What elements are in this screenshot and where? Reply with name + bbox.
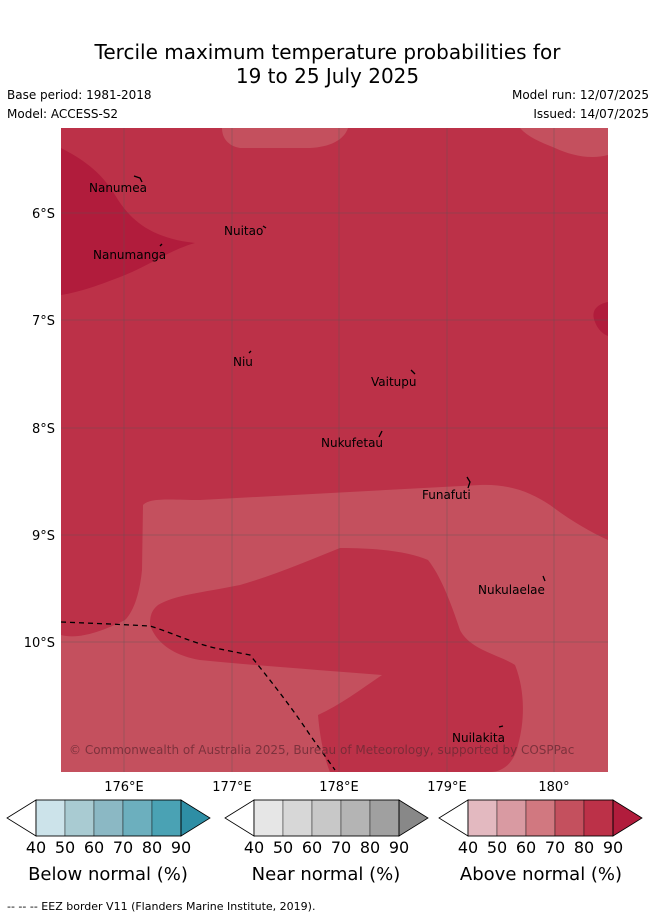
above-colorbar-segment (467, 799, 498, 837)
near-colorbar-frame (253, 799, 400, 837)
island-nuilakita (498, 725, 504, 728)
island-nukulaelae (542, 575, 546, 582)
place-label-nuilakita: Nuilakita (452, 731, 505, 745)
lat-label-8s: 8°S (32, 422, 55, 437)
near-colorbar-segment (311, 799, 342, 837)
place-label-nukulaelae: Nukulaelae (478, 583, 545, 597)
below-colorbar-tick-label: 40 (26, 838, 46, 857)
island-niu (248, 350, 252, 354)
model-name: Model: ACCESS-S2 (7, 107, 119, 121)
near-colorbar-segment (282, 799, 313, 837)
colorbar-near-normal: 40 50 60 70 80 90 (224, 799, 429, 857)
above-colorbar-tick-label: 50 (487, 838, 507, 857)
region-above-90-east (593, 302, 608, 336)
below-colorbar-tick-label: 90 (171, 838, 191, 857)
lon-label-176e: 176°E (104, 780, 144, 795)
place-label-nanumanga: Nanumanga (93, 248, 166, 262)
island-funafuti (466, 476, 471, 489)
below-colorbar-min-arrow (6, 799, 37, 837)
near-colorbar-tick-label: 80 (360, 838, 380, 857)
graticule (61, 128, 608, 772)
lon-label-178e: 178°E (319, 780, 359, 795)
below-colorbar-segment (122, 799, 153, 837)
near-colorbar-segment (253, 799, 284, 837)
below-colorbar-tick-label: 80 (142, 838, 162, 857)
below-colorbar-tick-label: 50 (55, 838, 75, 857)
place-label-vaitupu: Vaitupu (371, 375, 417, 389)
region-above-80-south (150, 548, 523, 772)
title-line-1: Tercile maximum temperature probabilitie… (94, 40, 561, 64)
near-colorbar-segment (369, 799, 400, 837)
above-colorbar-tick-label: 70 (545, 838, 565, 857)
colorbar-below-normal: 40 50 60 70 80 90 (6, 799, 211, 857)
near-colorbar-tick-label: 90 (389, 838, 409, 857)
place-label-nuitao: Nuitao (224, 224, 263, 238)
near-colorbar-min-arrow (224, 799, 255, 837)
place-label-niu: Niu (233, 355, 253, 369)
base-period: Base period: 1981-2018 (7, 88, 152, 102)
above-colorbar-tick-label: 40 (458, 838, 478, 857)
island-vaitupu (410, 369, 416, 375)
colorbar-label-below: Below normal (%) (28, 864, 188, 885)
lat-label-10s: 10°S (24, 636, 55, 651)
below-colorbar-segment (93, 799, 124, 837)
near-colorbar-tick-label: 40 (244, 838, 264, 857)
near-colorbar-tick-label: 60 (302, 838, 322, 857)
colorbar-label-above: Above normal (%) (460, 864, 622, 885)
below-colorbar-segment (64, 799, 95, 837)
copyright-notice: © Commonwealth of Australia 2025, Bureau… (69, 743, 574, 757)
issued-date: Issued: 14/07/2025 (533, 107, 649, 121)
below-colorbar-frame (35, 799, 182, 837)
lat-label-6s: 6°S (32, 207, 55, 222)
chart-title: Tercile maximum temperature probabilitie… (0, 40, 655, 88)
islands (133, 175, 546, 728)
lat-label-7s: 7°S (32, 314, 55, 329)
above-colorbar-tick-label: 60 (516, 838, 536, 857)
place-label-nukufetau: Nukufetau (321, 436, 383, 450)
below-colorbar-max-arrow (180, 799, 211, 837)
near-colorbar-segment (340, 799, 371, 837)
place-label-funafuti: Funafuti (422, 488, 471, 502)
island-nanumea (133, 175, 143, 183)
above-colorbar-tick-label: 90 (603, 838, 623, 857)
near-colorbar-tick-label: 50 (273, 838, 293, 857)
lon-label-180: 180° (538, 780, 569, 795)
colorbar-label-near: Near normal (%) (252, 864, 401, 885)
lon-label-179e: 179°E (427, 780, 467, 795)
above-colorbar-tick-label: 80 (574, 838, 594, 857)
below-colorbar-tick-label: 70 (113, 838, 133, 857)
below-colorbar-tick-label: 60 (84, 838, 104, 857)
near-colorbar-max-arrow (398, 799, 429, 837)
island-nukufetau (378, 430, 383, 438)
colorbar-above-normal: 40 50 60 70 80 90 (438, 799, 643, 857)
lat-label-9s: 9°S (32, 529, 55, 544)
above-colorbar-segment (496, 799, 527, 837)
lon-label-177e: 177°E (212, 780, 252, 795)
above-colorbar-segment (525, 799, 556, 837)
eez-border-line (61, 621, 336, 771)
title-line-2: 19 to 25 July 2025 (235, 64, 420, 88)
model-run: Model run: 12/07/2025 (511, 88, 649, 102)
island-nuitao (262, 225, 267, 229)
region-above-70-north (222, 128, 348, 148)
place-label-nanumea: Nanumea (89, 181, 147, 195)
below-colorbar-segment (35, 799, 66, 837)
above-colorbar-frame (467, 799, 614, 837)
above-colorbar-max-arrow (612, 799, 643, 837)
above-colorbar-min-arrow (438, 799, 469, 837)
eez-footnote: -- -- -- EEZ border V11 (Flanders Marine… (7, 900, 316, 913)
region-above-90-northwest (61, 148, 195, 295)
island-nanumanga (159, 243, 163, 247)
below-colorbar-segment (151, 799, 182, 837)
above-colorbar-segment (583, 799, 614, 837)
region-above-70-northeast (520, 128, 608, 158)
map-area: Nanumea Nuitao Nanumanga Niu Vaitupu Nuk… (61, 128, 608, 772)
near-colorbar-tick-label: 70 (331, 838, 351, 857)
above-colorbar-segment (554, 799, 585, 837)
